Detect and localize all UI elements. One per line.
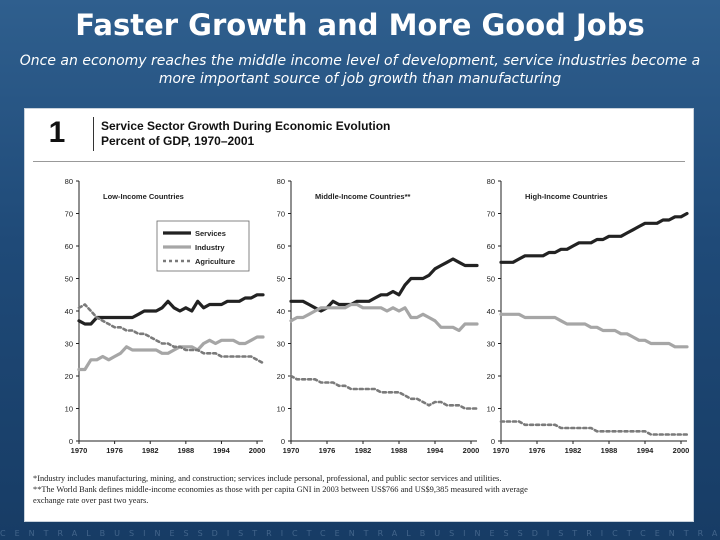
- panel-3-x-tick-label: 2000: [673, 446, 690, 455]
- panel-3-title: High-Income Countries: [525, 192, 608, 201]
- panel-2-x-tick-label: 2000: [463, 446, 480, 455]
- panel-1-y-tick-label: 10: [65, 405, 73, 414]
- panel-1-x-tick-label: 1994: [213, 446, 231, 455]
- slide-title: Faster Growth and More Good Jobs: [75, 8, 645, 42]
- footnote-exchange-rate: exchange rate over past two years.: [33, 496, 149, 505]
- panel-2-x-tick-label: 1970: [283, 446, 300, 455]
- panel-1-y-tick-label: 50: [65, 275, 73, 284]
- panel-2-y-tick-label: 70: [277, 210, 285, 219]
- panel-3-y-tick-label: 20: [487, 372, 495, 381]
- panel-1-title: Low-Income Countries: [103, 192, 184, 201]
- panel-1-legend-label-industry: Industry: [195, 243, 225, 252]
- panel-3-y-tick-label: 60: [487, 242, 495, 251]
- footnote-middle-income: **The World Bank defines middle-income e…: [33, 485, 528, 494]
- panel-2-y-tick-label: 50: [277, 275, 285, 284]
- panel-1-series-agriculture: [77, 303, 265, 365]
- panel-1-y-tick-label: 70: [65, 210, 73, 219]
- panel-2-x-tick-label: 1994: [427, 446, 445, 455]
- panel-2-series-industry: [289, 302, 479, 333]
- figure-number: 1: [48, 116, 66, 149]
- panel-1-y-tick-label: 80: [65, 177, 73, 186]
- panel-2-y-tick-label: 30: [277, 340, 285, 349]
- panel-3-y-tick-label: 50: [487, 275, 495, 284]
- panel-3-x-tick-label: 1982: [565, 446, 582, 455]
- panel-1-x-tick-label: 2000: [249, 446, 266, 455]
- panel-3-x-tick-label: 1976: [529, 446, 546, 455]
- figure-panel: 1 Service Sector Growth During Economic …: [24, 108, 694, 522]
- slide-subtitle: Once an economy reaches the middle incom…: [19, 53, 701, 87]
- panel-1-legend-label-agriculture: Agriculture: [195, 257, 235, 266]
- panel-3-series-services: [499, 211, 689, 264]
- panel-1-series-industry: [77, 335, 265, 372]
- panel-1-y-tick-label: 60: [65, 242, 73, 251]
- panel-1-y-tick-label: 20: [65, 372, 73, 381]
- panel-2-series-services: [289, 257, 479, 313]
- panel-3-x-tick-label: 1988: [601, 446, 618, 455]
- panel-1-legend-label-services: Services: [195, 229, 226, 238]
- figure-title-line1: Service Sector Growth During Economic Ev…: [101, 119, 391, 133]
- panel-2-x-tick-label: 1988: [391, 446, 408, 455]
- panel-2-title: Middle-Income Countries**: [315, 192, 411, 201]
- panel-3-y-tick-label: 70: [487, 210, 495, 219]
- footnote-industry: *Industry includes manufacturing, mining…: [33, 474, 502, 483]
- footer-strip: CENTRALBUSINESSDISTRICTCENTRALBUSINESSDI…: [0, 529, 720, 538]
- figure-title-line2: Percent of GDP, 1970–2001: [101, 134, 255, 148]
- panel-3-y-tick-label: 80: [487, 177, 495, 186]
- panel-3-x-tick-label: 1970: [493, 446, 510, 455]
- panel-1-x-tick-label: 1988: [177, 446, 194, 455]
- panel-1-y-tick-label: 30: [65, 340, 73, 349]
- figure-header: 1 Service Sector Growth During Economic …: [25, 109, 693, 157]
- panel-3-series-agriculture: [499, 420, 689, 436]
- panel-3-series-industry: [499, 312, 689, 349]
- panel-3-x-tick-label: 1994: [637, 446, 655, 455]
- panel-3-y-tick-label: 0: [491, 437, 495, 446]
- panel-2-series-agriculture: [289, 374, 479, 410]
- panel-2-y-tick-label: 20: [277, 372, 285, 381]
- panel-3-y-tick-label: 30: [487, 340, 495, 349]
- panel-2-y-tick-label: 10: [277, 405, 285, 414]
- panel-2-y-tick-label: 40: [277, 307, 285, 316]
- panel-2-y-tick-label: 60: [277, 242, 285, 251]
- figure-rule: [33, 161, 685, 162]
- panel-1-x-tick-label: 1982: [142, 446, 159, 455]
- panel-2-x-tick-label: 1982: [355, 446, 372, 455]
- panel-2-y-tick-label: 0: [281, 437, 285, 446]
- panel-3-y-tick-label: 40: [487, 307, 495, 316]
- panel-2-x-tick-label: 1976: [319, 446, 336, 455]
- figure-title: Service Sector Growth During Economic Ev…: [101, 119, 390, 149]
- panel-3-y-tick-label: 10: [487, 405, 495, 414]
- panel-1-x-tick-label: 1976: [106, 446, 123, 455]
- figure-divider: [93, 117, 94, 151]
- panel-1-x-tick-label: 1970: [71, 446, 88, 455]
- panel-1-y-tick-label: 0: [69, 437, 73, 446]
- panel-1-series-services: [77, 293, 265, 326]
- footnotes: *Industry includes manufacturing, mining…: [33, 473, 683, 506]
- panel-2-y-tick-label: 80: [277, 177, 285, 186]
- panel-1-y-tick-label: 40: [65, 307, 73, 316]
